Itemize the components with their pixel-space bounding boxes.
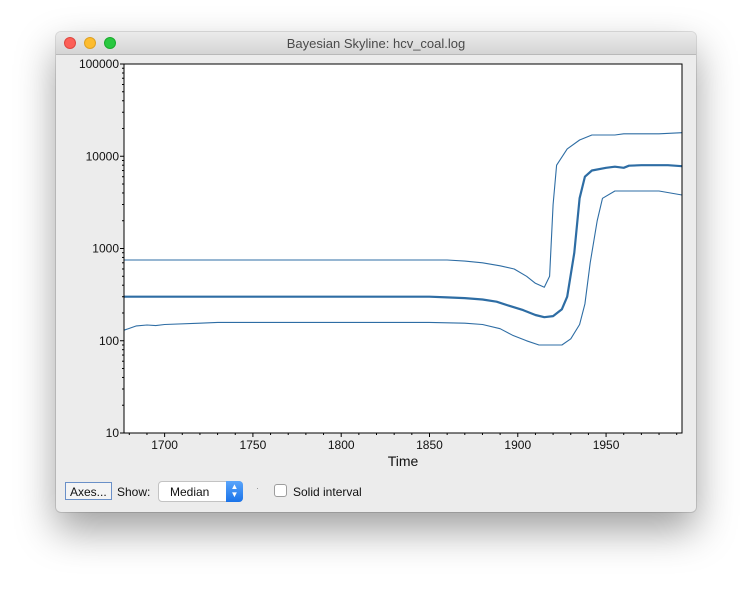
- x-tick-label: 1900: [504, 438, 531, 452]
- minimize-window-button[interactable]: [84, 37, 96, 49]
- skyline-window: Bayesian Skyline: hcv_coal.log 10 100 1000…: [56, 32, 696, 512]
- plot-frame: [123, 63, 683, 434]
- y-tick-label: 10: [106, 426, 120, 440]
- select-stepper-icon: ▲ ▼: [226, 481, 243, 502]
- x-tick-label: 1850: [416, 438, 443, 452]
- lower-series-line: [123, 190, 683, 346]
- axes-button[interactable]: Axes...: [65, 482, 112, 500]
- control-bar: Axes... Show: Median ▲ ▼ Solid interval: [56, 479, 696, 505]
- close-window-button[interactable]: [64, 37, 76, 49]
- separator-dot: [257, 488, 258, 489]
- solid-interval-label: Solid interval: [293, 485, 362, 499]
- x-tick-label: 1700: [151, 438, 178, 452]
- y-tick-label: 1000: [92, 242, 119, 256]
- x-tick-label: 1950: [593, 438, 620, 452]
- x-tick-label: 1800: [328, 438, 355, 452]
- window-title: Bayesian Skyline: hcv_coal.log: [286, 36, 466, 51]
- show-select-value: Median: [170, 485, 210, 499]
- solid-interval-checkbox[interactable]: [274, 484, 287, 497]
- x-tick-label: 1750: [240, 438, 267, 452]
- x-axis-label: Time: [388, 453, 419, 469]
- upper-series-line: [124, 132, 683, 288]
- skyline-chart: 10 100 1000 10000 100000 1700 1750 1800 1850 1900…: [79, 57, 683, 469]
- y-tick-label: 100: [99, 334, 119, 348]
- y-tick-label: 10000: [86, 149, 120, 163]
- zoom-window-button[interactable]: [104, 37, 116, 49]
- y-tick-label: 100000: [79, 57, 119, 71]
- show-label: Show:: [117, 485, 151, 499]
- show-select[interactable]: Median ▲ ▼: [158, 481, 243, 502]
- median-series-line: [124, 164, 683, 319]
- title-bar[interactable]: Bayesian Skyline: hcv_coal.log: [56, 32, 696, 55]
